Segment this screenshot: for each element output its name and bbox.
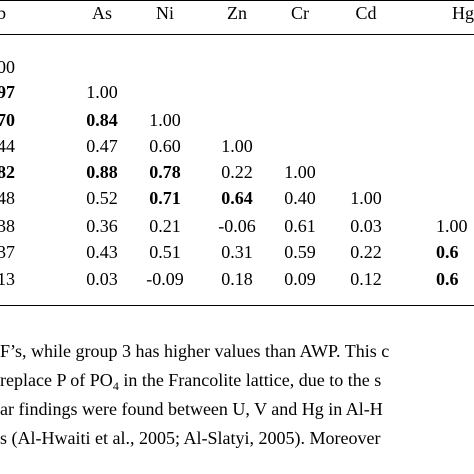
table-cell: 0.43 [86, 242, 118, 262]
table-cell: 38 [0, 216, 15, 236]
table-cell: 0.12 [350, 269, 382, 289]
table-cell: 0.6 [436, 242, 459, 262]
table-cell: 0.36 [86, 216, 118, 236]
column-header: Hg [452, 3, 474, 23]
table-cell: 0.03 [86, 269, 118, 289]
table-cell: 0.47 [86, 136, 118, 156]
table-cell: -0.06 [218, 216, 256, 236]
table-top-rule [0, 0, 474, 2]
column-header: Cd [355, 3, 377, 23]
table-cell: 1.00 [221, 136, 253, 156]
paragraph-line-2-end: in the Francolite lattice, due to the s [118, 370, 382, 390]
table-cell: 0.22 [221, 162, 253, 182]
column-header: As [91, 3, 113, 23]
table-cell: 0.09 [284, 269, 316, 289]
table-cell: 1.00 [149, 110, 181, 130]
paragraph-line-2: replace P of PO4 in the Francolite latti… [0, 369, 474, 398]
table-cell: 44 [0, 136, 15, 156]
table-cell: 0.40 [284, 188, 316, 208]
paragraph-line-3: ar findings were found between U, V and … [0, 399, 383, 419]
paragraph-line-1: F’s, while group 3 has higher values tha… [0, 341, 390, 361]
column-header: b [0, 3, 6, 23]
table-cell: 82 [0, 162, 15, 182]
table-cell: 0.6 [436, 269, 459, 289]
table-cell: 0.51 [149, 242, 181, 262]
column-header: Cr [291, 3, 309, 23]
table-cell: 13 [0, 269, 15, 289]
table-cell: 1.00 [350, 188, 382, 208]
table-cell: 0.22 [350, 242, 382, 262]
table-header-rule [0, 34, 474, 36]
table-cell: -0.09 [146, 269, 184, 289]
column-header: Zn [227, 3, 247, 23]
table-cell: 0.61 [284, 216, 316, 236]
table-cell: 37 [0, 242, 15, 262]
table-cell: 0.60 [149, 136, 181, 156]
table-cell: 0.71 [149, 188, 181, 208]
table-cell: 1.00 [86, 82, 118, 102]
table-bottom-rule [0, 305, 474, 307]
table-cell: 0.31 [221, 242, 253, 262]
table-cell: 70 [0, 110, 15, 130]
table-cell: 0.21 [149, 216, 181, 236]
table-cell: 0.52 [86, 188, 118, 208]
subscript-text: 4 [112, 379, 119, 393]
table-cell: 0.78 [149, 162, 181, 182]
column-header: Ni [156, 3, 174, 23]
paragraph-line-4: s (Al-Hwaiti et al., 2005; Al-Slatyi, 20… [0, 428, 381, 448]
table-cell: 1.00 [284, 162, 316, 182]
table-cell: 0.03 [350, 216, 382, 236]
table-cell: 48 [0, 188, 15, 208]
table-cell: 0.64 [221, 188, 253, 208]
table-cell: 0.59 [284, 242, 316, 262]
table-cell: 0.18 [221, 269, 253, 289]
table-cell: 97 [0, 82, 15, 102]
table-cell: 1.00 [436, 216, 468, 236]
table-cell: 0.84 [86, 110, 118, 130]
table-cell: 00 [0, 57, 15, 77]
table-cell: 0.88 [86, 162, 118, 182]
paragraph-line-2-start: replace P of PO [0, 370, 113, 390]
